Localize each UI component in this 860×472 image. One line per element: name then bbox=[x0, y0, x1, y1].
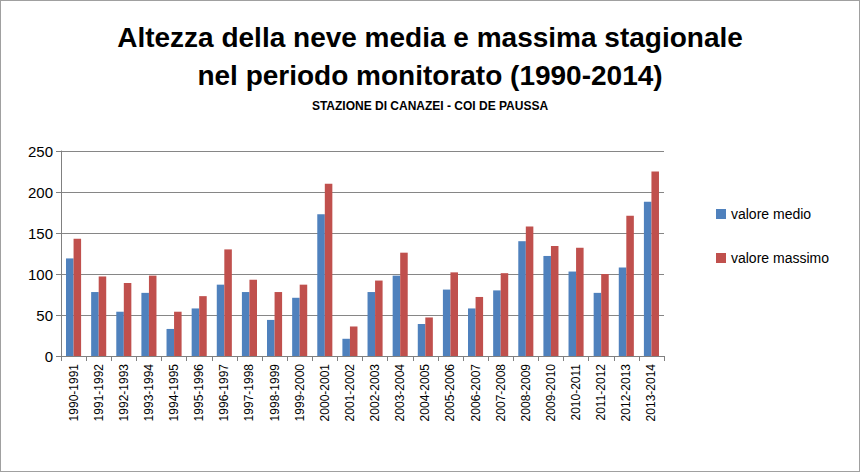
svg-text:2007-2008: 2007-2008 bbox=[494, 364, 508, 422]
svg-text:2009-2010: 2009-2010 bbox=[544, 364, 558, 422]
svg-text:2000-2001: 2000-2001 bbox=[318, 364, 332, 422]
svg-text:1997-1998: 1997-1998 bbox=[242, 364, 256, 422]
svg-text:0: 0 bbox=[45, 348, 53, 365]
svg-text:2002-2003: 2002-2003 bbox=[368, 364, 382, 422]
svg-text:1992-1993: 1992-1993 bbox=[117, 364, 131, 422]
svg-text:valore medio: valore medio bbox=[731, 206, 811, 222]
svg-text:2003-2004: 2003-2004 bbox=[393, 364, 407, 422]
svg-text:50: 50 bbox=[36, 307, 53, 324]
svg-text:2001-2002: 2001-2002 bbox=[343, 364, 357, 422]
svg-text:1996-1997: 1996-1997 bbox=[217, 364, 231, 422]
svg-text:1994-1995: 1994-1995 bbox=[167, 364, 181, 422]
svg-text:2013-2014: 2013-2014 bbox=[644, 364, 658, 422]
svg-text:2005-2006: 2005-2006 bbox=[443, 364, 457, 422]
svg-text:1990-1991: 1990-1991 bbox=[67, 364, 81, 422]
svg-text:1991-1992: 1991-1992 bbox=[92, 364, 106, 422]
svg-text:2008-2009: 2008-2009 bbox=[519, 364, 533, 422]
svg-text:Altezza della neve media e mas: Altezza della neve media e massima stagi… bbox=[117, 22, 743, 53]
svg-text:2006-2007: 2006-2007 bbox=[469, 364, 483, 422]
svg-text:1999-2000: 1999-2000 bbox=[293, 364, 307, 422]
svg-text:valore massimo: valore massimo bbox=[731, 250, 829, 266]
svg-text:1995-1996: 1995-1996 bbox=[192, 364, 206, 422]
svg-text:200: 200 bbox=[28, 184, 53, 201]
svg-text:1998-1999: 1998-1999 bbox=[268, 364, 282, 422]
svg-text:150: 150 bbox=[28, 225, 53, 242]
svg-text:2012-2013: 2012-2013 bbox=[619, 364, 633, 422]
svg-text:2010-2011: 2010-2011 bbox=[569, 364, 583, 421]
svg-text:2004-2005: 2004-2005 bbox=[418, 364, 432, 422]
svg-text:nel periodo monitorato (1990-2: nel periodo monitorato (1990-2014) bbox=[197, 60, 662, 91]
svg-text:250: 250 bbox=[28, 143, 53, 160]
svg-text:1993-1994: 1993-1994 bbox=[142, 364, 156, 422]
svg-text:2011-2012: 2011-2012 bbox=[594, 364, 608, 421]
svg-text:STAZIONE DI CANAZEI - COI DE P: STAZIONE DI CANAZEI - COI DE PAUSSA bbox=[312, 99, 549, 113]
svg-text:100: 100 bbox=[28, 266, 53, 283]
